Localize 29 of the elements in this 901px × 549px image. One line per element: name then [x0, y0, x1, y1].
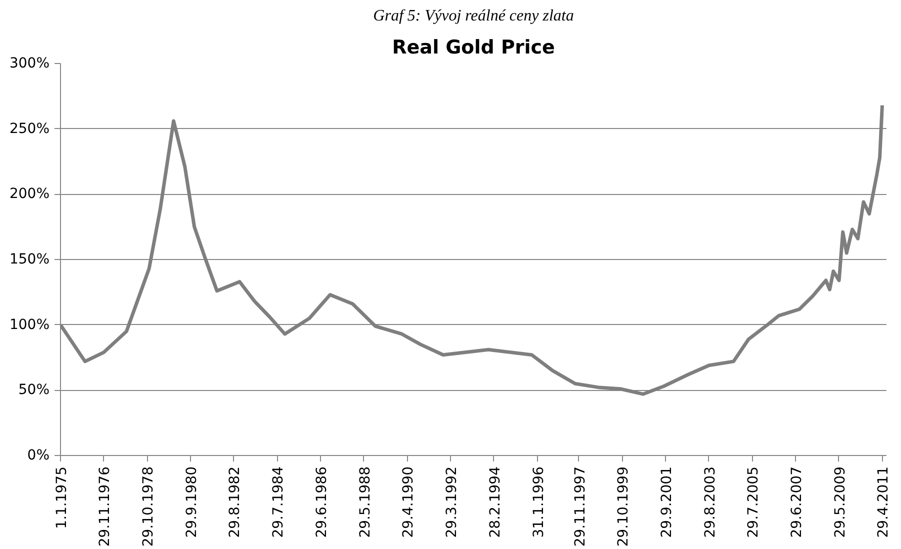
x-tick-label: 29.6.1986	[314, 466, 330, 538]
x-tick-label: 31.1.1996	[530, 466, 547, 538]
y-tick-label: 250%	[9, 120, 50, 137]
y-tick-label: 50%	[18, 382, 50, 398]
x-tick-label: 28.2.1994	[487, 466, 504, 538]
y-tick-label: 300%	[9, 56, 50, 72]
y-tick-label: 100%	[9, 316, 50, 333]
x-tick-label: 29.4.2011	[876, 466, 892, 538]
x-tick-label: 29.9.1980	[184, 466, 200, 538]
x-tick-label: 29.9.2001	[659, 466, 676, 538]
y-tick-label: 200%	[9, 186, 50, 202]
x-tick-label: 29.5.1988	[357, 466, 374, 538]
y-tick-label: 0%	[27, 448, 50, 464]
x-tick-label: 29.7.1984	[270, 466, 287, 538]
x-tick-label: 29.11.1976	[97, 466, 114, 547]
x-tick-label: 29.11.1997	[572, 466, 588, 547]
x-tick-label: 29.5.2009	[832, 466, 848, 538]
text: Graf 5: Vývoj reálné ceny zlata	[373, 8, 574, 24]
x-tick-label: 29.7.2005	[746, 466, 762, 538]
chart-title: Real Gold Price	[392, 36, 555, 58]
x-tick-label: 29.3.1992	[444, 466, 460, 538]
x-tick-label: 29.8.1982	[227, 466, 244, 538]
y-tick-label: 150%	[9, 252, 50, 268]
x-tick-label: 29.6.2007	[789, 466, 806, 538]
x-tick-label: 1.1.1975	[54, 466, 70, 529]
x-tick-label: 29.4.1990	[400, 466, 417, 538]
x-tick-label: 29.10.1978	[140, 466, 157, 547]
x-tick-label: 29.8.2003	[702, 466, 718, 538]
x-tick-label: 29.10.1999	[616, 466, 632, 547]
